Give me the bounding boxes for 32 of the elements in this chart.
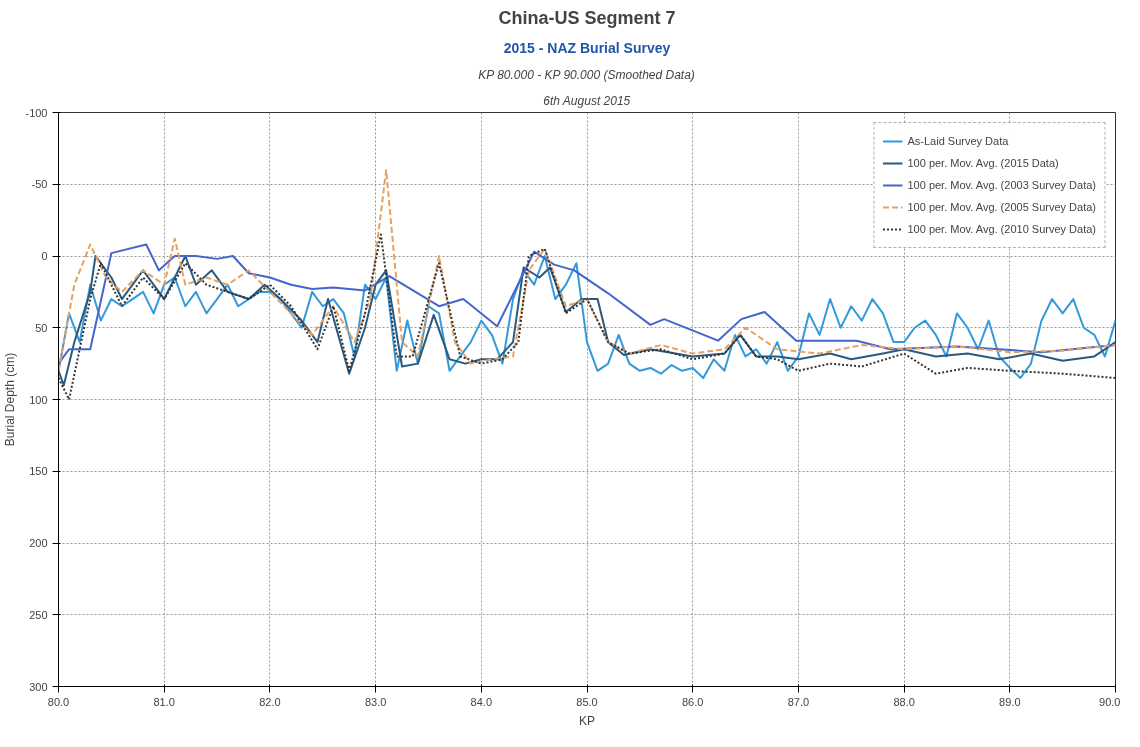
y-tick-label: -50 [31,178,48,191]
x-tick-label: 82.0 [259,695,281,708]
chart-subtitle: 2015 - NAZ Burial Survey [503,39,671,56]
y-axis-title: Burial Depth (cm) [3,352,18,447]
line-series [58,168,1116,372]
legend-label: 100 per. Mov. Avg. (2015 Data) [907,157,1059,169]
y-tick-label: -100 [25,106,48,119]
y-tick-label: 50 [35,321,48,334]
y-tick-label: 300 [29,680,48,693]
y-tick-label: 100 [29,393,48,406]
x-tick-label: 84.0 [470,695,493,708]
y-tick-label: 250 [29,608,48,621]
x-tick-label: 85.0 [576,695,598,708]
legend-label: 100 per. Mov. Avg. (2003 Survey Data) [907,179,1096,191]
x-tick-label: 81.0 [153,695,175,708]
text: KP 80.000 - KP 90.000 (Smoothed Data) [478,67,695,82]
chart-title: China-US Segment 7 [498,7,676,28]
x-axis-title: KP [579,713,596,728]
x-tick-label: 89.0 [999,695,1021,708]
x-tick-label: 87.0 [787,695,810,708]
legend-label: As-Laid Survey Data [907,135,1009,147]
legend-label: 100 per. Mov. Avg. (2010 Survey Data) [907,223,1096,235]
text: 6th August 2015 [543,93,631,108]
y-tick-label: 150 [29,465,48,478]
legend-label: 100 per. Mov. Avg. (2005 Survey Data) [907,201,1096,213]
x-tick-label: 80.0 [47,695,70,708]
x-tick-label: 83.0 [364,695,387,708]
y-tick-label: 0 [41,250,48,262]
x-tick-label: 90.0 [1099,695,1121,708]
y-tick-label: 200 [29,537,48,549]
x-tick-label: 86.0 [682,695,704,708]
x-tick-label: 88.0 [893,695,915,708]
